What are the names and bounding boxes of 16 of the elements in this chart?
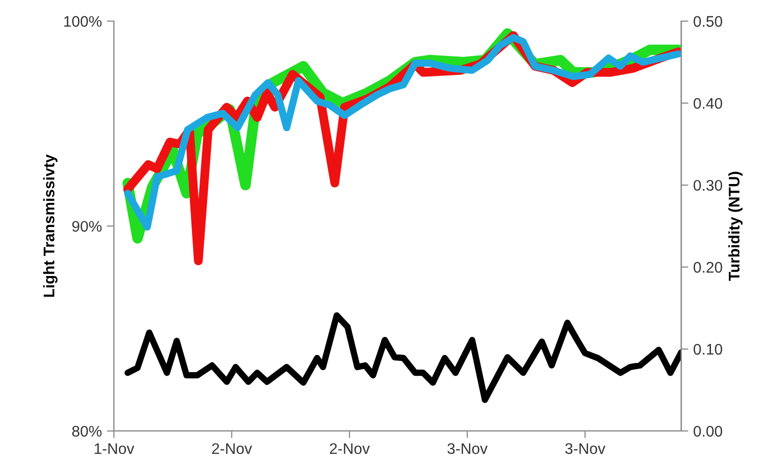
- y-tick-label: 90%: [72, 220, 102, 232]
- y-axis-title: Light Transmissivty: [43, 154, 58, 297]
- y2-tick-label: 0.20: [694, 262, 722, 273]
- y2-tick-label: 0.30: [694, 180, 722, 191]
- x-tick-label: 2-Nov: [212, 443, 252, 454]
- y-tick-label: 100%: [64, 16, 102, 27]
- y2-tick-label: 0.40: [694, 98, 722, 109]
- y-tick-label: 80%: [72, 426, 102, 437]
- y2-tick-label: 0.00: [694, 426, 722, 437]
- x-tick-label: 3-Nov: [447, 443, 488, 454]
- x-tick-label: 2-Nov: [330, 443, 370, 454]
- y2-tick-label: 0.10: [694, 344, 722, 355]
- x-tick-label: 1-Nov: [94, 443, 134, 454]
- x-tick-label: 3-Nov: [565, 443, 606, 454]
- y2-axis-title: Turbidity (NTU): [728, 172, 743, 281]
- y2-tick-label: 0.50: [694, 16, 722, 27]
